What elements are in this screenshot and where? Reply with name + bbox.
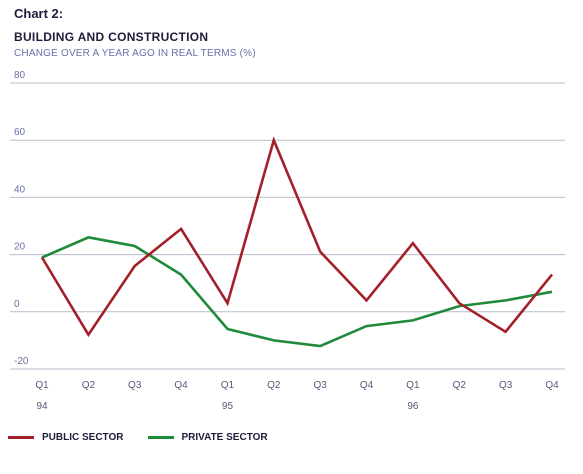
x-tick-label: Q4 (360, 380, 374, 391)
legend-swatch-public (8, 436, 34, 439)
y-tick-label: -20 (14, 356, 29, 367)
x-tick-label: Q1 (406, 380, 420, 391)
x-tick-label: Q3 (499, 380, 513, 391)
legend-item-private: PRIVATE SECTOR (147, 432, 268, 443)
x-year-label: 94 (36, 401, 48, 412)
x-tick-label: Q3 (128, 380, 142, 391)
chart-subtitle: BUILDING AND CONSTRUCTION (14, 30, 209, 44)
x-tick-label: Q2 (82, 380, 96, 391)
legend-item-public: PUBLIC SECTOR (8, 432, 124, 443)
x-year-label: 96 (407, 401, 419, 412)
y-tick-label: 60 (14, 127, 26, 138)
x-tick-label: Q4 (174, 380, 188, 391)
series-line-public (40, 136, 554, 338)
legend: PUBLIC SECTOR PRIVATE SECTOR (8, 432, 292, 443)
x-year-label: 95 (222, 401, 234, 412)
x-tick-label: Q2 (453, 380, 467, 391)
legend-label-public: PUBLIC SECTOR (42, 432, 124, 443)
x-tick-label: Q3 (314, 380, 328, 391)
legend-label-private: PRIVATE SECTOR (181, 432, 268, 443)
y-tick-label: 20 (14, 242, 26, 253)
x-tick-label: Q1 (221, 380, 235, 391)
y-tick-label: 0 (14, 299, 20, 310)
x-tick-label: Q1 (35, 380, 49, 391)
x-tick-label: Q2 (267, 380, 281, 391)
legend-swatch-private (147, 436, 174, 439)
series-line-private (41, 236, 553, 348)
y-tick-label: 80 (14, 70, 26, 81)
x-tick-label: Q4 (545, 380, 559, 391)
y-axis-label: CHANGE OVER A YEAR AGO IN REAL TERMS (%) (14, 48, 256, 59)
y-tick-label: 40 (14, 184, 26, 195)
chart-title: Chart 2: (14, 6, 64, 21)
